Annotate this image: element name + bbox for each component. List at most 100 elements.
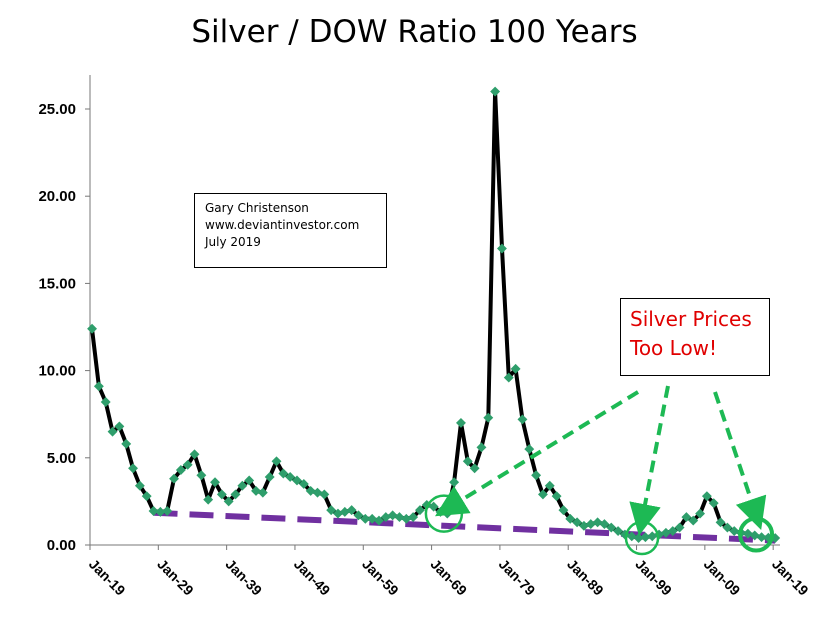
data-point bbox=[660, 527, 671, 538]
data-point bbox=[196, 470, 207, 481]
data-point bbox=[353, 510, 364, 521]
data-point bbox=[537, 489, 548, 500]
y-tick-label: 25.00 bbox=[38, 101, 76, 118]
axes bbox=[89, 75, 780, 546]
x-tick-label: Jan-19 bbox=[86, 556, 129, 599]
data-point bbox=[223, 496, 234, 507]
data-point bbox=[360, 513, 371, 524]
data-point bbox=[134, 480, 145, 491]
x-tick-label: Jan-29 bbox=[154, 556, 197, 599]
x-tick-label: Jan-79 bbox=[496, 556, 539, 599]
x-tick-label: Jan-59 bbox=[359, 556, 402, 599]
data-point bbox=[244, 475, 255, 486]
y-tick-label: 10.00 bbox=[38, 363, 76, 380]
y-tick-label: 5.00 bbox=[47, 450, 76, 467]
data-point bbox=[578, 520, 589, 531]
y-tick-label: 0.00 bbox=[47, 537, 76, 554]
credit-author: Gary Christenson bbox=[205, 201, 309, 215]
x-tick-label: Jan-89 bbox=[564, 556, 607, 599]
data-point bbox=[203, 494, 214, 505]
data-point bbox=[182, 459, 193, 470]
data-point bbox=[701, 491, 712, 502]
trend-line bbox=[153, 509, 776, 544]
data-point bbox=[346, 505, 357, 516]
data-point bbox=[708, 498, 719, 509]
data-point bbox=[339, 506, 350, 517]
data-point bbox=[585, 519, 596, 530]
data-point bbox=[449, 477, 460, 488]
data-point bbox=[756, 532, 767, 543]
data-point bbox=[189, 449, 200, 460]
data-point bbox=[394, 512, 405, 523]
data-point bbox=[367, 513, 378, 524]
data-point bbox=[490, 86, 501, 97]
data-point bbox=[722, 522, 733, 533]
data-point bbox=[285, 472, 296, 482]
x-tick-label: Jan-09 bbox=[701, 556, 744, 599]
data-point bbox=[531, 470, 542, 481]
credit-website: www.deviantinvestor.com bbox=[205, 218, 360, 232]
callout-arrow bbox=[713, 391, 767, 531]
data-point bbox=[476, 442, 487, 453]
data-point bbox=[319, 489, 330, 500]
data-point bbox=[606, 522, 617, 533]
x-tick-labels: Jan-19 Jan-29 Jan-39 Jan-49 Jan-59 Jan-69 Jan-… bbox=[86, 545, 812, 599]
data-point bbox=[749, 530, 760, 541]
data-point bbox=[175, 465, 186, 475]
data-point bbox=[613, 526, 624, 536]
data-point bbox=[87, 323, 97, 334]
data-point bbox=[333, 508, 343, 519]
callout-box: Silver Prices Too Low! bbox=[620, 298, 770, 376]
data-point bbox=[647, 531, 658, 542]
annotation-group bbox=[424, 385, 775, 556]
data-point bbox=[742, 528, 753, 539]
data-point bbox=[237, 480, 248, 491]
data-point bbox=[456, 417, 466, 428]
data-point bbox=[551, 491, 562, 502]
x-tick-label: Jan-69 bbox=[427, 556, 470, 599]
x-tick-label: Jan-19 bbox=[769, 556, 812, 599]
data-point bbox=[387, 510, 398, 521]
data-point bbox=[148, 506, 159, 516]
data-point bbox=[374, 515, 384, 526]
data-point bbox=[674, 522, 685, 533]
data-point bbox=[715, 517, 726, 528]
data-point bbox=[216, 489, 227, 500]
data-point bbox=[380, 512, 391, 523]
callout-line-2: Too Low! bbox=[630, 336, 718, 360]
data-point bbox=[298, 479, 309, 489]
data-point bbox=[305, 485, 316, 496]
data-point bbox=[695, 508, 706, 519]
data-point bbox=[251, 485, 261, 496]
data-point bbox=[572, 517, 583, 528]
x-tick-label: Jan-39 bbox=[223, 556, 266, 599]
data-point bbox=[688, 515, 699, 526]
data-point bbox=[442, 508, 453, 519]
data-point bbox=[141, 491, 152, 502]
data-point bbox=[230, 489, 241, 500]
y-tick-label: 20.00 bbox=[38, 188, 76, 205]
data-point bbox=[681, 512, 692, 523]
data-point bbox=[169, 473, 179, 484]
data-point bbox=[162, 506, 173, 516]
data-point bbox=[155, 506, 166, 517]
data-point bbox=[278, 468, 289, 479]
data-point bbox=[565, 513, 576, 524]
y-tick-label: 15.00 bbox=[38, 275, 76, 292]
data-point bbox=[558, 505, 569, 516]
chart-title: Silver / DOW Ratio 100 Years bbox=[191, 14, 638, 50]
data-point bbox=[408, 512, 419, 523]
data-point bbox=[544, 480, 555, 491]
data-point bbox=[264, 472, 275, 482]
data-point bbox=[517, 414, 528, 425]
trend-line-group bbox=[153, 509, 776, 544]
data-point bbox=[524, 444, 535, 455]
data-point bbox=[326, 505, 337, 516]
data-point bbox=[503, 372, 514, 383]
data-point bbox=[401, 513, 412, 524]
data-point bbox=[483, 412, 494, 423]
data-point bbox=[312, 487, 323, 498]
credit-box: Gary Christenson www.deviantinvestor.com… bbox=[194, 193, 387, 268]
data-point bbox=[292, 475, 302, 486]
